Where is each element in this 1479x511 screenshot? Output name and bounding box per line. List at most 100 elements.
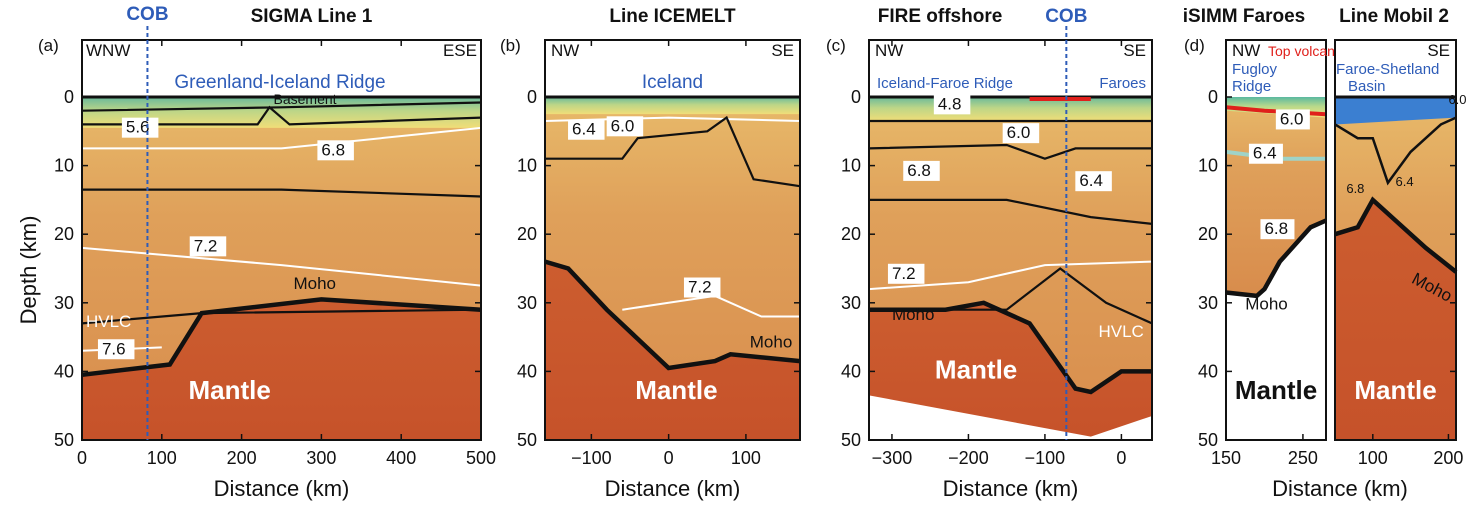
y-tick-label: 0 xyxy=(64,87,74,107)
panel-frame xyxy=(1334,39,1457,441)
layer-label: 6.4 xyxy=(1079,171,1103,190)
layer-label: 6.4 xyxy=(572,120,596,139)
panel-frame xyxy=(81,39,482,441)
header-area xyxy=(869,40,1152,97)
x-tick-label: 200 xyxy=(1433,448,1463,468)
panel-title: iSIMM Faroes xyxy=(1183,6,1305,27)
y-tick-label: 50 xyxy=(517,430,537,450)
y-tick-label: 30 xyxy=(54,293,74,313)
y-tick-label: 50 xyxy=(841,430,861,450)
panel-letter: (d) xyxy=(1184,36,1205,55)
velocity-label-box xyxy=(1275,109,1310,130)
interface-line xyxy=(81,101,482,112)
y-tick-label: 20 xyxy=(517,224,537,244)
y-tick-label: 10 xyxy=(1198,156,1218,176)
panel-b: 6.4 6.0 7.2 Moho −100 0 100 0 10 20 30 40 50 Line ICE… xyxy=(500,6,801,501)
x-tick-label: 500 xyxy=(466,448,496,468)
velocity-label-box xyxy=(606,116,644,137)
y-tick-label: 40 xyxy=(54,361,74,381)
velocity-label-box xyxy=(189,236,227,257)
y-tick-label: 40 xyxy=(1198,361,1218,381)
layer-label: 6.0 xyxy=(611,116,635,135)
panel-c: 4.8 6.0 6.8 6.4 7.2 Moho HVLC −300 −200 −100 0 0 10 2… xyxy=(826,6,1153,501)
region-label: Iceland xyxy=(642,72,703,93)
x-tick-label: 250 xyxy=(1288,448,1318,468)
velocity-label-box xyxy=(887,263,925,284)
layer-label: Moho xyxy=(1245,295,1288,314)
panel-letter: (a) xyxy=(38,36,59,55)
sediment-layer xyxy=(545,97,800,115)
region-label: Faroes xyxy=(1099,75,1146,92)
layer-label: 7.2 xyxy=(688,278,712,297)
cob-label: COB xyxy=(1045,6,1087,27)
y-tick-label: 40 xyxy=(517,361,537,381)
y-tick-label: 0 xyxy=(851,87,861,107)
x-tick-label: 0 xyxy=(77,448,87,468)
y-tick-label: 50 xyxy=(54,430,74,450)
panel-title: Line Mobil 2 xyxy=(1339,6,1449,27)
interface-line xyxy=(869,198,1153,225)
y-tick-label: 20 xyxy=(1198,224,1218,244)
x-tick-label: −100 xyxy=(1025,448,1066,468)
y-tick-label: 30 xyxy=(1198,293,1218,313)
panel-letter: (b) xyxy=(500,36,521,55)
x-tick-label: 200 xyxy=(227,448,257,468)
direction-right: SE xyxy=(1427,41,1450,60)
header-area xyxy=(82,40,481,97)
y-tick-label: 10 xyxy=(517,156,537,176)
header-area xyxy=(1335,40,1456,97)
mantle-label: Mantle xyxy=(1235,375,1317,405)
layer-label: Moho xyxy=(293,274,336,293)
header-area xyxy=(545,40,800,97)
y-tick-label: 20 xyxy=(54,224,74,244)
mantle-label: Mantle xyxy=(935,354,1017,384)
x-tick-label: −300 xyxy=(872,448,913,468)
velocity-label-box xyxy=(1075,171,1112,192)
direction-right: ESE xyxy=(443,41,477,60)
velocity-label-box xyxy=(97,339,135,360)
y-tick-label: 10 xyxy=(841,156,861,176)
x-tick-label: 150 xyxy=(1211,448,1241,468)
velocity-contour-6.8 xyxy=(82,126,482,150)
no-data-region xyxy=(869,395,1152,440)
velocity-label-box xyxy=(903,160,940,181)
region-label: Basin xyxy=(1348,78,1386,95)
layer-label: 6.8 xyxy=(907,161,931,180)
layer-label: 6.8 xyxy=(321,140,345,159)
basin-fill xyxy=(1335,97,1456,125)
panel-title: FIRE offshore xyxy=(878,6,1003,27)
y-tick-label: 20 xyxy=(841,224,861,244)
velocity-label-box xyxy=(683,277,721,298)
layer-label: 7.2 xyxy=(194,236,218,255)
moho-line xyxy=(869,300,1152,395)
velocity-contour-7.2 xyxy=(81,246,482,287)
velocity-label-box xyxy=(1260,219,1295,240)
velocity-label-box xyxy=(121,117,159,138)
sediment-layer xyxy=(869,97,1152,122)
velocity-label-box xyxy=(568,119,605,140)
layer-label: HVLC xyxy=(1098,322,1143,341)
moho-line xyxy=(1334,196,1458,274)
layer-label: 6.4 xyxy=(1396,174,1414,189)
region-label: Iceland-Faroe Ridge xyxy=(877,75,1013,92)
y-tick-label: 30 xyxy=(841,293,861,313)
x-tick-label: 100 xyxy=(147,448,177,468)
region-label: Faroe-Shetland xyxy=(1336,61,1439,78)
y-axis-label: Depth (km) xyxy=(16,216,41,325)
layer-label: Moho xyxy=(750,332,793,351)
panel-frame xyxy=(544,39,801,441)
velocity-contour-7.2 xyxy=(868,260,1153,291)
region-label: Ridge xyxy=(1232,78,1271,95)
layer-label: 6.4 xyxy=(1253,144,1277,163)
interface-line xyxy=(869,267,1153,325)
layer-label: Basement xyxy=(274,91,337,107)
region-label: Fugloy xyxy=(1232,61,1278,78)
layer-label: 6.0 xyxy=(1448,92,1466,107)
layer-label: 6.8 xyxy=(1264,219,1288,238)
x-tick-label: −200 xyxy=(948,448,989,468)
layer-label: 6.8 xyxy=(1346,181,1364,196)
y-tick-label: 30 xyxy=(517,293,537,313)
velocity-label-box xyxy=(317,140,354,161)
